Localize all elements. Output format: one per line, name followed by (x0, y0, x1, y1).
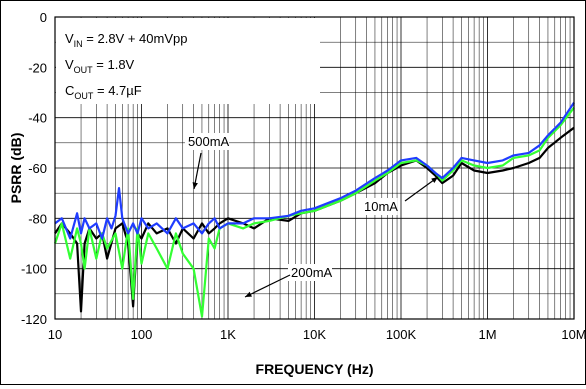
annotation-200ma-arrow (244, 274, 291, 298)
x-tick-labels: 10 100 1K 10K 100K 1M 10M (48, 327, 586, 342)
x-tick-label: 10 (48, 327, 62, 342)
conditions-background (56, 18, 320, 104)
x-axis-title: FREQUENCY (Hz) (256, 361, 374, 377)
series-line-10mA (54, 126, 575, 313)
annotation-500ma: 500mA (188, 134, 230, 149)
annotation-10ma-arrow (404, 176, 439, 202)
annotation-10ma: 10mA (364, 199, 398, 214)
annotation-500ma-arrow-head (192, 182, 198, 189)
condition-label: VIN = 2.8V + 40mVpp (65, 31, 187, 49)
annotation-10ma-arrow-head (431, 177, 438, 183)
x-tick-label: 100K (386, 327, 417, 342)
annotation-200ma: 200mA (291, 265, 333, 280)
condition-label: VOUT = 1.8V (65, 57, 135, 75)
series-layer (53, 101, 575, 318)
conditions-box: VIN = 2.8V + 40mVpp VOUT = 1.8V COUT = 4.7… (56, 18, 320, 104)
annotation-200ma-bg (288, 264, 332, 281)
y-tick-labels: 0 -20 -40 -60 -80 -100 -120 (21, 10, 47, 327)
annotation-500ma-bg (185, 133, 229, 150)
x-tick-label: 100 (131, 327, 153, 342)
y-tick-label: -100 (21, 262, 47, 277)
annotation-200ma-arrow-head (245, 291, 252, 297)
annotation-10ma-bg (361, 198, 398, 215)
y-tick-label: -40 (28, 111, 47, 126)
y-tick-label: -20 (28, 60, 47, 75)
y-tick-label: -80 (28, 211, 47, 226)
y-axis-title: PSRR (dB) (8, 133, 24, 204)
plot-border (54, 16, 575, 320)
condition-label: COUT = 4.7µF (65, 83, 142, 101)
y-tick-label: 0 (40, 10, 47, 25)
x-tick-label: 10M (561, 327, 585, 342)
x-tick-label: 1M (478, 327, 496, 342)
y-tick-label: -120 (21, 312, 47, 327)
annotations: 500mA 10mA 200mA (185, 133, 439, 298)
y-tick-label: -60 (28, 161, 47, 176)
x-tick-label: 1K (220, 327, 236, 342)
x-tick-label: 10K (303, 327, 326, 342)
series-line-500mA (54, 101, 575, 240)
